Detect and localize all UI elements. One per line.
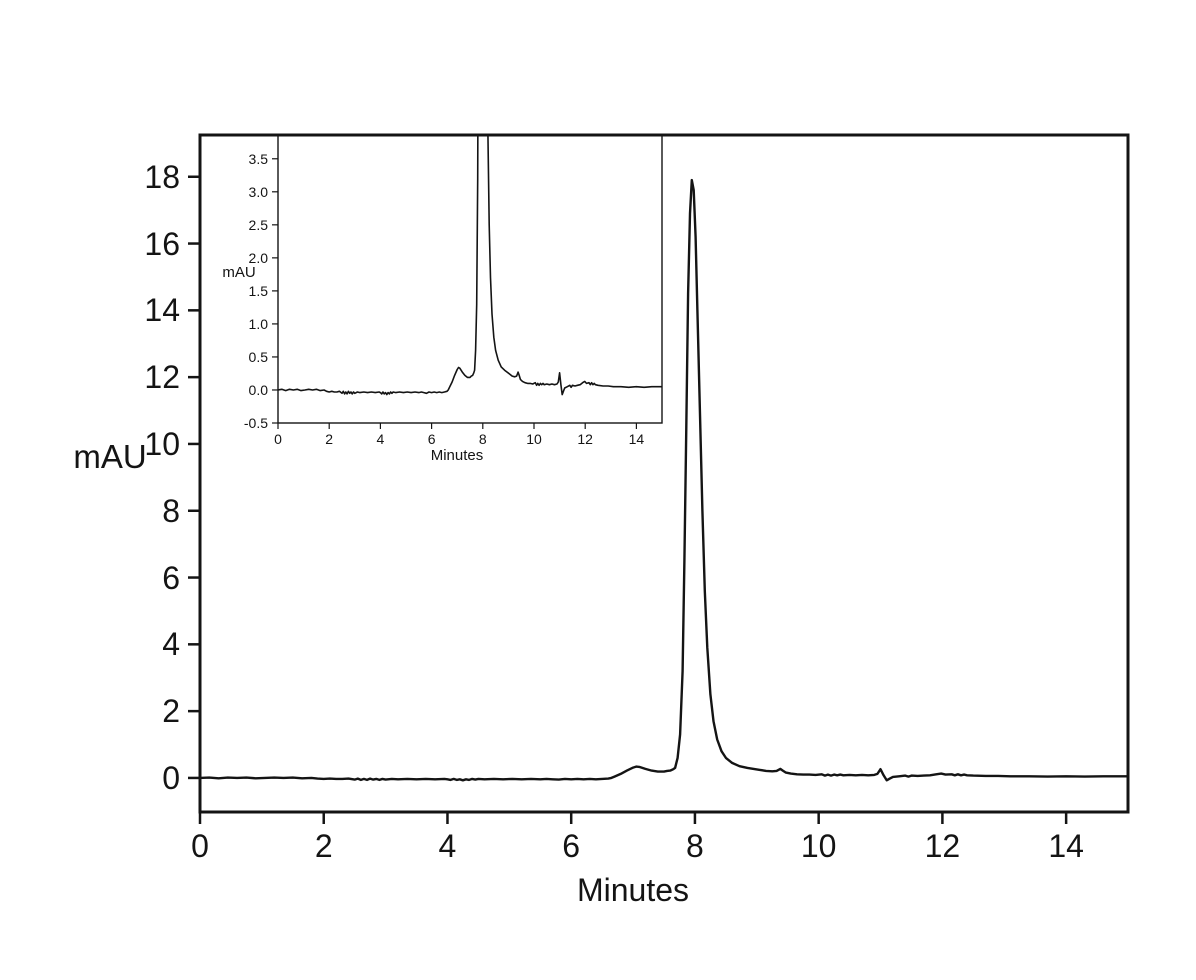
inset-x-tick-label: 2: [325, 431, 334, 447]
inset-y-tick-label: 2.0: [248, 249, 268, 266]
main-x-tick-label: 12: [924, 828, 961, 864]
main-y-tick-label: 4: [162, 626, 180, 663]
main-x-tick-label: 14: [1048, 828, 1084, 864]
inset-x-tick-label: 8: [478, 431, 487, 447]
main-y-tick-label: 16: [144, 225, 180, 262]
inset-y-tick-label: 0.5: [248, 348, 268, 365]
main-x-tick-label: 8: [686, 828, 704, 864]
inset-trace: [278, 135, 662, 396]
main-y-tick-label: 2: [162, 693, 180, 730]
main-x-tick-label: 10: [800, 828, 837, 864]
inset-x-tick-label: 12: [577, 431, 593, 447]
inset-x-tick-label: 0: [274, 431, 282, 447]
inset-y-tick-label: 0.0: [248, 381, 268, 398]
main-frame: [198, 133, 1130, 814]
main-trace: [200, 178, 1128, 782]
inset-x-tick-label: 4: [376, 431, 385, 447]
main-y-axis-label: mAU: [73, 438, 147, 475]
inset-y-tick-label: 1.5: [248, 282, 268, 299]
inset-y-tick-label: -0.5: [243, 415, 268, 431]
main-y-tick-label: 14: [144, 292, 180, 329]
main-y-tick-label: 8: [162, 492, 180, 529]
inset-frame: [277, 134, 663, 424]
inset-x-tick-label: 14: [628, 431, 645, 447]
inset-y-tick-label: 3.0: [248, 183, 268, 200]
main-y-tick-label: 10: [144, 425, 180, 462]
inset-y-axis-label: mAU: [222, 264, 256, 281]
inset-y-tick-label: 1.0: [248, 315, 268, 332]
main-y-tick-label: 0: [162, 759, 180, 796]
main-x-tick-label: 2: [314, 828, 333, 864]
main-x-tick-label: 4: [438, 828, 457, 864]
inset-y-tick-label: 3.5: [248, 150, 268, 167]
main-x-tick-label: 6: [562, 828, 581, 864]
main-x-tick-label: 0: [191, 828, 209, 864]
main-x-axis-label: Minutes: [576, 872, 690, 908]
main-y-tick-label: 18: [144, 158, 180, 195]
inset-x-tick-label: 6: [427, 431, 436, 447]
main-y-tick-label: 12: [144, 359, 180, 396]
inset-x-tick-label: 10: [526, 431, 542, 447]
inset-y-tick-label: 2.5: [248, 216, 268, 233]
inset-x-axis-label: Minutes: [430, 447, 484, 464]
main-y-tick-label: 6: [162, 559, 180, 596]
